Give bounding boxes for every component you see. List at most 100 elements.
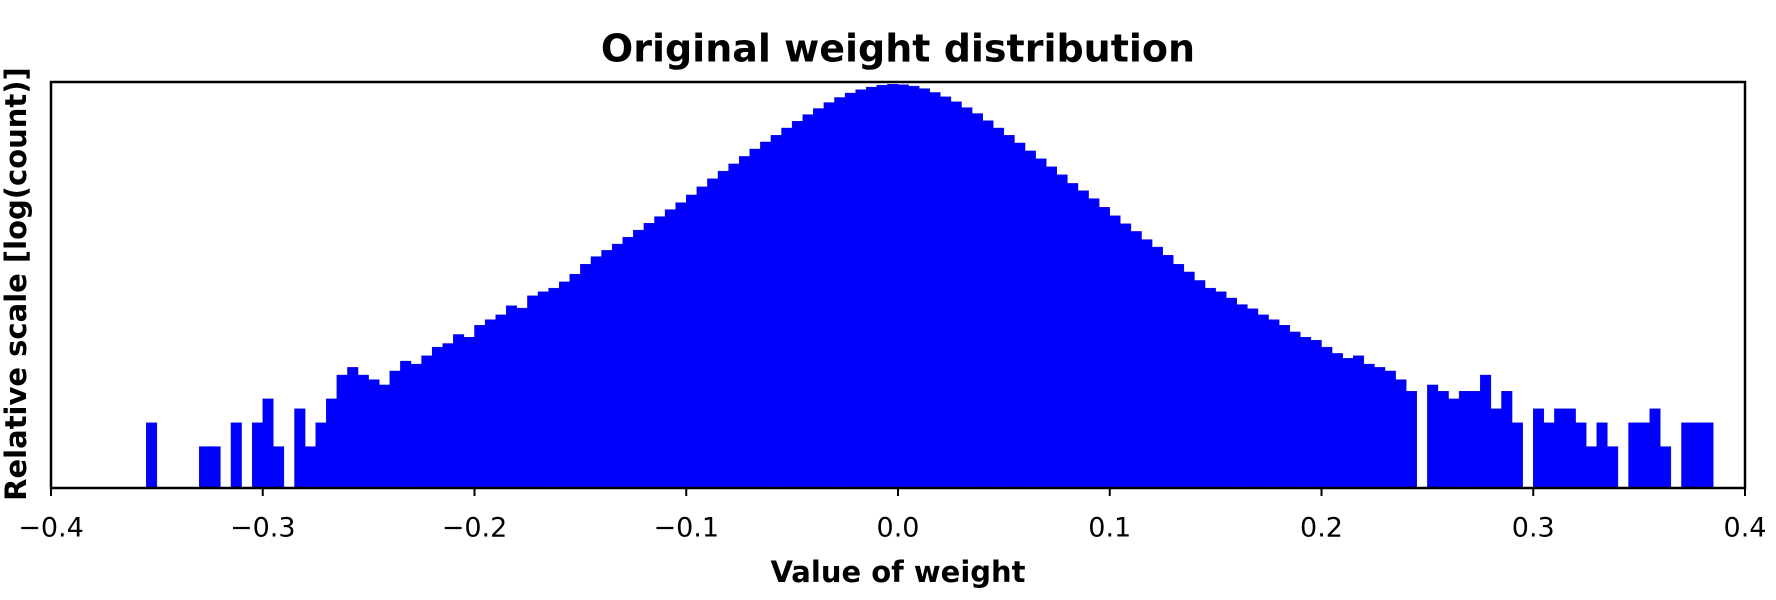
x-tick-label: 0.1 bbox=[1088, 513, 1131, 544]
bar bbox=[1215, 291, 1227, 489]
bar bbox=[1660, 446, 1672, 489]
bar bbox=[823, 102, 835, 489]
bar bbox=[590, 256, 602, 489]
bar bbox=[749, 148, 761, 489]
bar bbox=[1130, 231, 1142, 489]
x-tick-label: 0.2 bbox=[1300, 513, 1343, 544]
bar bbox=[336, 374, 348, 489]
bar bbox=[1014, 142, 1026, 489]
bar bbox=[717, 170, 729, 489]
bar bbox=[1109, 215, 1121, 489]
bar bbox=[1321, 346, 1333, 489]
bar bbox=[633, 229, 645, 489]
bar bbox=[1278, 325, 1290, 489]
x-tick-label: −0.3 bbox=[230, 513, 296, 544]
bar bbox=[273, 446, 285, 489]
bar bbox=[1120, 223, 1132, 489]
bar bbox=[1384, 370, 1396, 489]
bar bbox=[1374, 367, 1386, 489]
plot-frame bbox=[49, 80, 1747, 490]
bar bbox=[1289, 331, 1301, 489]
bar bbox=[262, 398, 274, 489]
bar bbox=[1236, 304, 1248, 489]
bar bbox=[622, 236, 634, 489]
bar bbox=[1533, 408, 1545, 489]
bar bbox=[400, 360, 412, 489]
bar bbox=[1395, 379, 1407, 489]
bar bbox=[357, 374, 369, 489]
bar bbox=[410, 363, 422, 489]
bar bbox=[1035, 158, 1047, 489]
bar bbox=[1437, 391, 1449, 489]
bar bbox=[1702, 422, 1714, 489]
bar bbox=[484, 319, 496, 489]
bar bbox=[781, 127, 793, 489]
bar bbox=[516, 307, 528, 489]
x-tick-label: 0.4 bbox=[1724, 513, 1767, 544]
bar bbox=[431, 346, 443, 489]
bar bbox=[1564, 408, 1576, 489]
x-axis-label: Value of weight bbox=[770, 555, 1025, 589]
bar bbox=[1194, 280, 1206, 489]
bar bbox=[760, 141, 772, 489]
bar bbox=[1183, 271, 1195, 489]
bar bbox=[1226, 297, 1238, 489]
bar bbox=[802, 114, 814, 489]
bar bbox=[1141, 239, 1153, 489]
bar bbox=[1480, 374, 1492, 489]
bar bbox=[1448, 398, 1460, 489]
bar bbox=[643, 223, 655, 489]
bar bbox=[548, 287, 560, 489]
bar bbox=[1607, 446, 1619, 489]
bar bbox=[993, 127, 1005, 489]
bar bbox=[611, 243, 623, 489]
bar bbox=[601, 250, 613, 489]
bar bbox=[834, 97, 846, 489]
bar bbox=[1098, 207, 1110, 489]
bar bbox=[569, 273, 581, 489]
bar bbox=[675, 202, 687, 489]
bar bbox=[230, 422, 242, 489]
bar bbox=[506, 305, 518, 489]
bar bbox=[1067, 183, 1079, 489]
bar bbox=[770, 135, 782, 489]
bar bbox=[1490, 408, 1502, 489]
x-tick-label: 0.3 bbox=[1512, 513, 1555, 544]
bar bbox=[209, 446, 221, 489]
bar bbox=[315, 422, 327, 489]
bar bbox=[537, 291, 549, 489]
bar bbox=[813, 108, 825, 489]
bar bbox=[696, 186, 708, 489]
bar bbox=[664, 209, 676, 489]
bar bbox=[421, 355, 433, 489]
bar bbox=[876, 84, 888, 489]
bar bbox=[294, 408, 306, 489]
bar bbox=[855, 89, 867, 489]
x-tick-label: −0.1 bbox=[653, 513, 719, 544]
bar bbox=[1024, 150, 1036, 489]
bar bbox=[918, 88, 930, 489]
bar bbox=[474, 325, 486, 489]
bar bbox=[728, 163, 740, 489]
bar bbox=[738, 156, 750, 489]
bar bbox=[707, 178, 719, 489]
bar bbox=[1554, 408, 1566, 489]
y-axis-label: Relative scale [log(count)] bbox=[0, 67, 33, 501]
bar bbox=[982, 120, 994, 489]
bar bbox=[559, 281, 570, 489]
bar bbox=[1247, 308, 1259, 489]
bar bbox=[1257, 314, 1269, 489]
bar bbox=[1204, 287, 1216, 489]
bar bbox=[304, 446, 316, 489]
bar bbox=[1363, 363, 1375, 489]
bar bbox=[199, 446, 211, 489]
bar bbox=[908, 85, 920, 489]
bar bbox=[654, 216, 666, 489]
bar bbox=[1077, 190, 1089, 489]
bar bbox=[1575, 422, 1587, 489]
bar bbox=[897, 84, 909, 489]
bar bbox=[1056, 174, 1068, 489]
chart-title: Original weight distribution bbox=[601, 27, 1195, 71]
bar bbox=[844, 92, 856, 489]
